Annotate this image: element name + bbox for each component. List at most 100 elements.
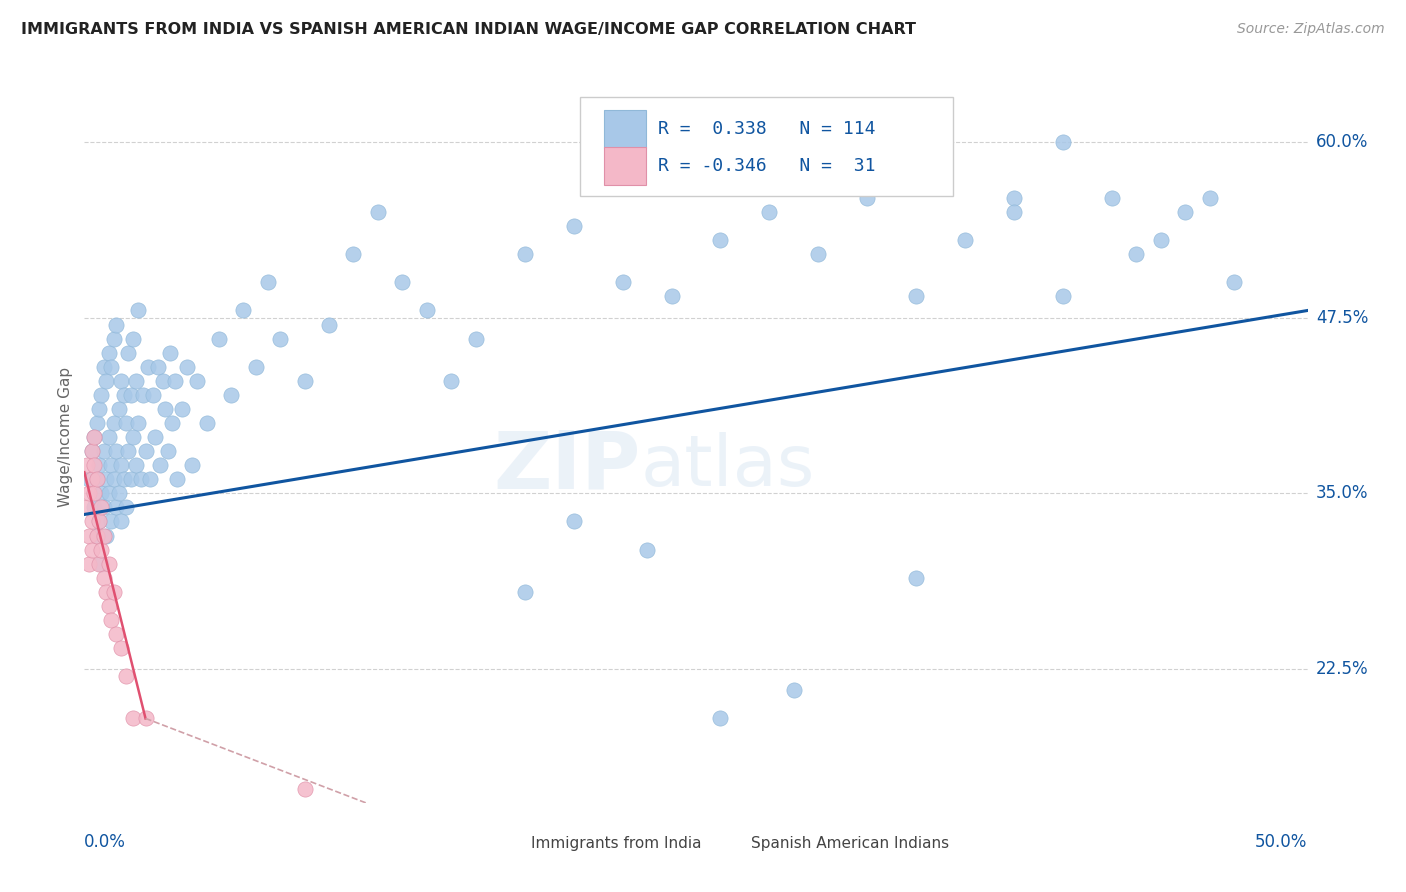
Point (87, 515, 110, 529)
Point (76, 458, 98, 473)
Point (464, 332, 486, 346)
Point (122, 332, 145, 346)
Point (103, 416, 125, 430)
Point (96, 528, 118, 542)
Point (135, 444, 157, 458)
Point (136, 359, 159, 374)
Point (96, 584, 118, 599)
Point (86, 472, 108, 486)
Point (1101, 191, 1123, 205)
Point (100, 359, 122, 374)
Point (416, 303, 439, 318)
Point (117, 444, 139, 458)
Text: R = -0.346   N =  31: R = -0.346 N = 31 (658, 157, 876, 175)
Point (87, 515, 110, 529)
Point (80, 542, 103, 557)
Point (807, 247, 830, 261)
Point (110, 374, 132, 388)
Point (105, 444, 128, 458)
Point (77, 486, 100, 500)
Point (186, 374, 208, 388)
Point (97, 345, 120, 359)
Point (219, 388, 242, 402)
Point (856, 191, 879, 205)
Point (513, 247, 536, 261)
Point (120, 388, 142, 402)
Point (120, 472, 142, 486)
Point (1150, 233, 1173, 247)
Text: atlas: atlas (641, 432, 815, 500)
Point (117, 345, 139, 359)
Point (181, 458, 204, 473)
Point (636, 542, 658, 557)
Point (83, 500, 105, 515)
Text: Source: ZipAtlas.com: Source: ZipAtlas.com (1237, 22, 1385, 37)
Point (156, 444, 179, 458)
FancyBboxPatch shape (579, 97, 953, 195)
Point (1198, 191, 1220, 205)
Point (93, 571, 115, 585)
Point (125, 458, 148, 473)
Point (93, 444, 115, 458)
FancyBboxPatch shape (492, 829, 523, 859)
Point (440, 374, 463, 388)
Point (1002, 205, 1025, 219)
Point (562, 515, 585, 529)
Point (76, 500, 98, 515)
Point (143, 430, 166, 444)
Y-axis label: Wage/Income Gap: Wage/Income Gap (58, 367, 73, 508)
Text: 47.5%: 47.5% (1316, 309, 1368, 326)
Point (107, 486, 129, 500)
Point (93, 528, 115, 542)
Point (80, 444, 103, 458)
Point (112, 388, 135, 402)
Text: IMMIGRANTS FROM INDIA VS SPANISH AMERICAN INDIAN WAGE/INCOME GAP CORRELATION CHA: IMMIGRANTS FROM INDIA VS SPANISH AMERICA… (21, 22, 917, 37)
Point (1174, 205, 1197, 219)
Point (93, 500, 115, 515)
Point (709, 711, 731, 725)
Point (103, 472, 125, 486)
Point (905, 571, 928, 585)
Text: 60.0%: 60.0% (1316, 133, 1368, 151)
Point (367, 205, 389, 219)
Point (115, 669, 138, 683)
Text: ZIP: ZIP (494, 427, 641, 506)
Point (80, 472, 103, 486)
Point (125, 374, 148, 388)
Point (90, 542, 112, 557)
Point (107, 401, 129, 416)
Point (709, 233, 731, 247)
Point (83, 430, 105, 444)
Point (77, 528, 100, 542)
Point (149, 458, 172, 473)
Point (86, 528, 108, 542)
Point (562, 219, 585, 233)
Point (195, 416, 218, 430)
Point (90, 388, 112, 402)
Point (87, 557, 110, 571)
Point (342, 247, 364, 261)
Point (112, 472, 135, 486)
Point (90, 500, 112, 515)
Point (139, 472, 162, 486)
Text: Immigrants from India: Immigrants from India (531, 837, 702, 851)
Point (146, 359, 169, 374)
Point (783, 683, 806, 698)
Point (1052, 289, 1074, 303)
Point (110, 515, 132, 529)
Point (1052, 135, 1074, 149)
Point (83, 430, 105, 444)
Text: 22.5%: 22.5% (1316, 660, 1368, 678)
Point (1125, 247, 1147, 261)
Point (905, 289, 928, 303)
Point (86, 528, 108, 542)
Point (110, 458, 132, 473)
Point (127, 416, 149, 430)
Point (257, 276, 280, 290)
Point (90, 486, 112, 500)
Point (758, 205, 780, 219)
Point (208, 332, 231, 346)
Point (87, 458, 110, 473)
Point (153, 401, 176, 416)
Point (87, 401, 110, 416)
